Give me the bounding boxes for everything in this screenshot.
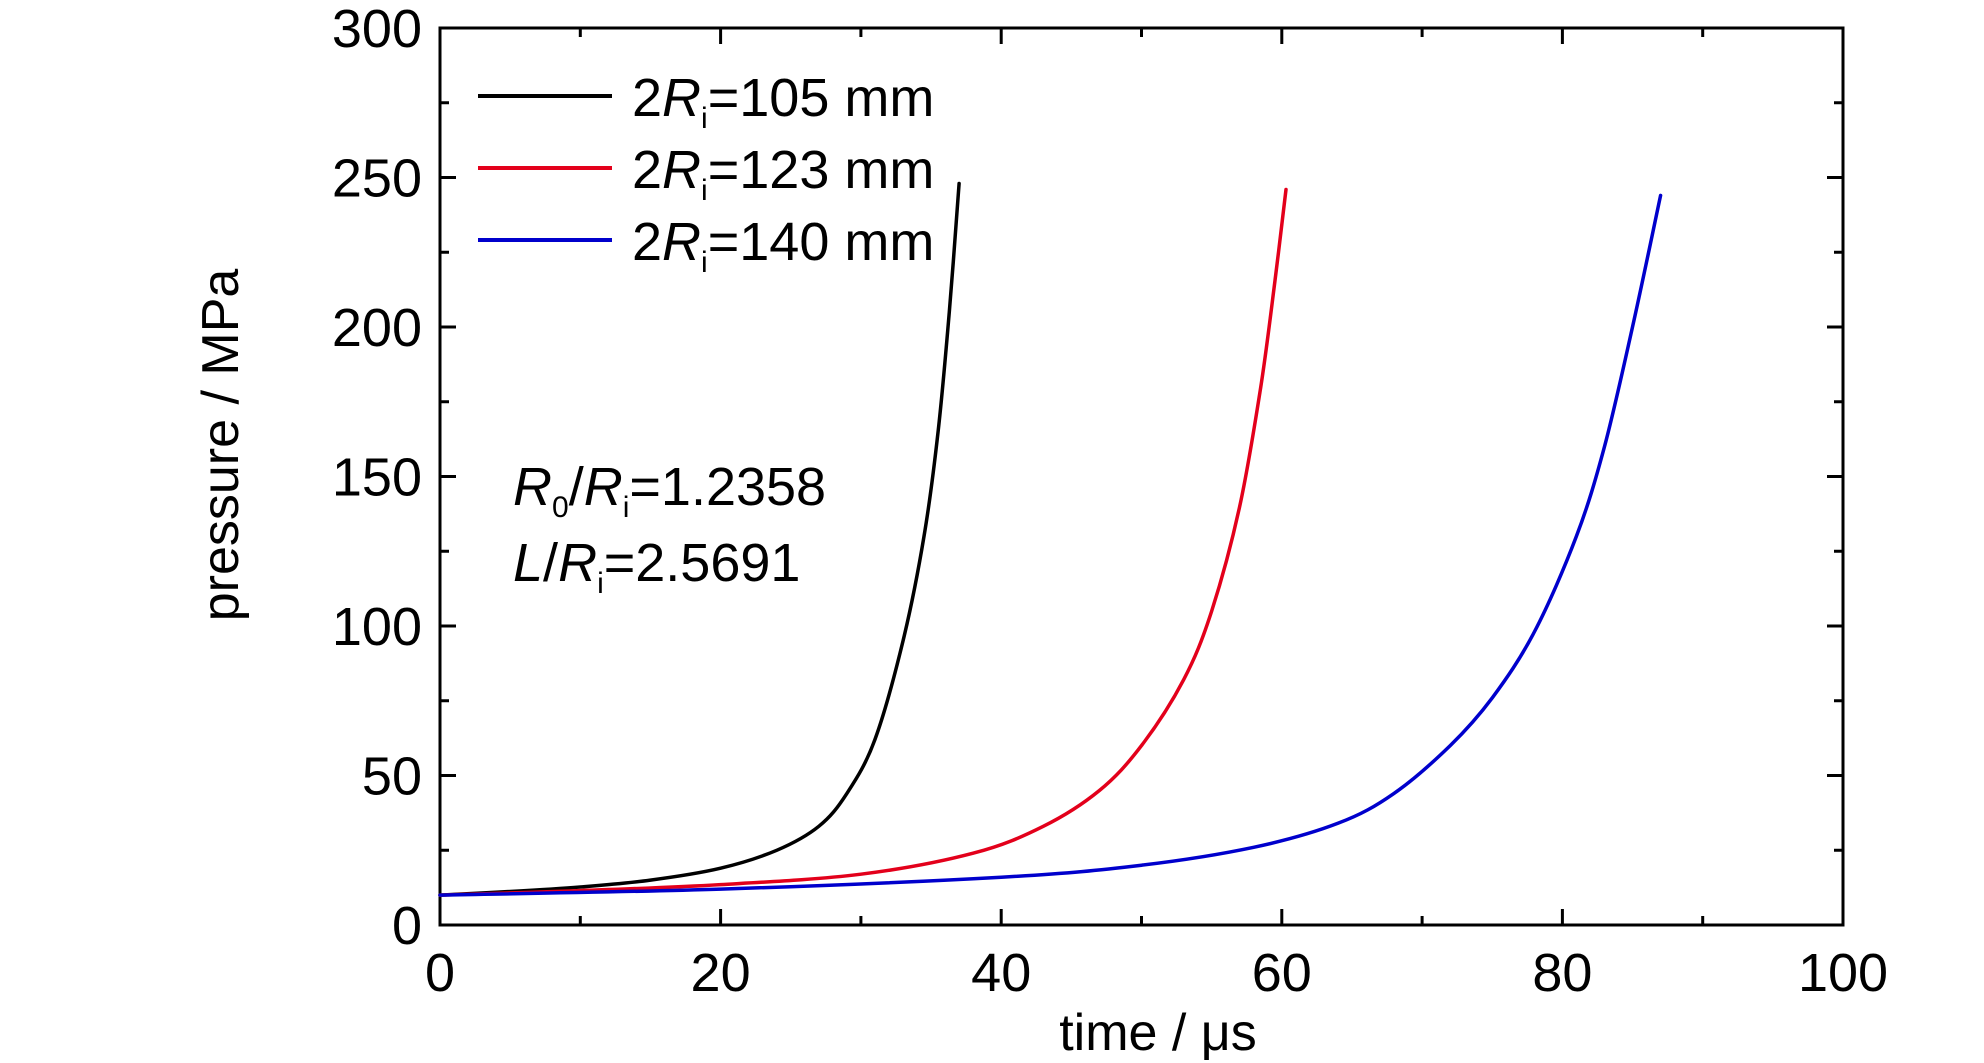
y-tick-label: 200 xyxy=(332,298,422,358)
series-line-2 xyxy=(438,187,1288,897)
tick-layer: 0 20 40 60 80 100 0 50 100 150 200 250 300 xyxy=(332,0,1888,1003)
series-line-3 xyxy=(438,193,1663,897)
x-tick-label: 0 xyxy=(425,943,455,1003)
legend-label-2: 2Ri=123 mm xyxy=(632,140,934,207)
parameter-annotation-1: R0/Ri=1.2358 xyxy=(513,457,826,524)
series-layer xyxy=(438,181,1663,897)
annotation-layer: R0/Ri=1.2358 L/Ri=2.5691 xyxy=(513,457,826,600)
y-axis-label: pressure / MPa xyxy=(192,269,250,622)
y-tick-label: 50 xyxy=(362,747,422,807)
y-tick-label: 250 xyxy=(332,149,422,209)
x-tick-label: 80 xyxy=(1532,943,1592,1003)
x-axis-label: time / μs xyxy=(1059,1004,1257,1062)
x-tick-label: 100 xyxy=(1798,943,1888,1003)
series-line-1 xyxy=(438,181,961,897)
legend-label-1: 2Ri=105 mm xyxy=(632,68,934,135)
parameter-annotation-2: L/Ri=2.5691 xyxy=(513,533,800,600)
x-tick-label: 40 xyxy=(971,943,1031,1003)
y-tick-label: 300 xyxy=(332,0,422,59)
x-tick-label: 20 xyxy=(691,943,751,1003)
y-tick-label: 100 xyxy=(332,597,422,657)
legend-label-3: 2Ri=140 mm xyxy=(632,212,934,279)
x-tick-label: 60 xyxy=(1252,943,1312,1003)
y-tick-label: 150 xyxy=(332,448,422,508)
y-tick-label: 0 xyxy=(392,896,422,956)
